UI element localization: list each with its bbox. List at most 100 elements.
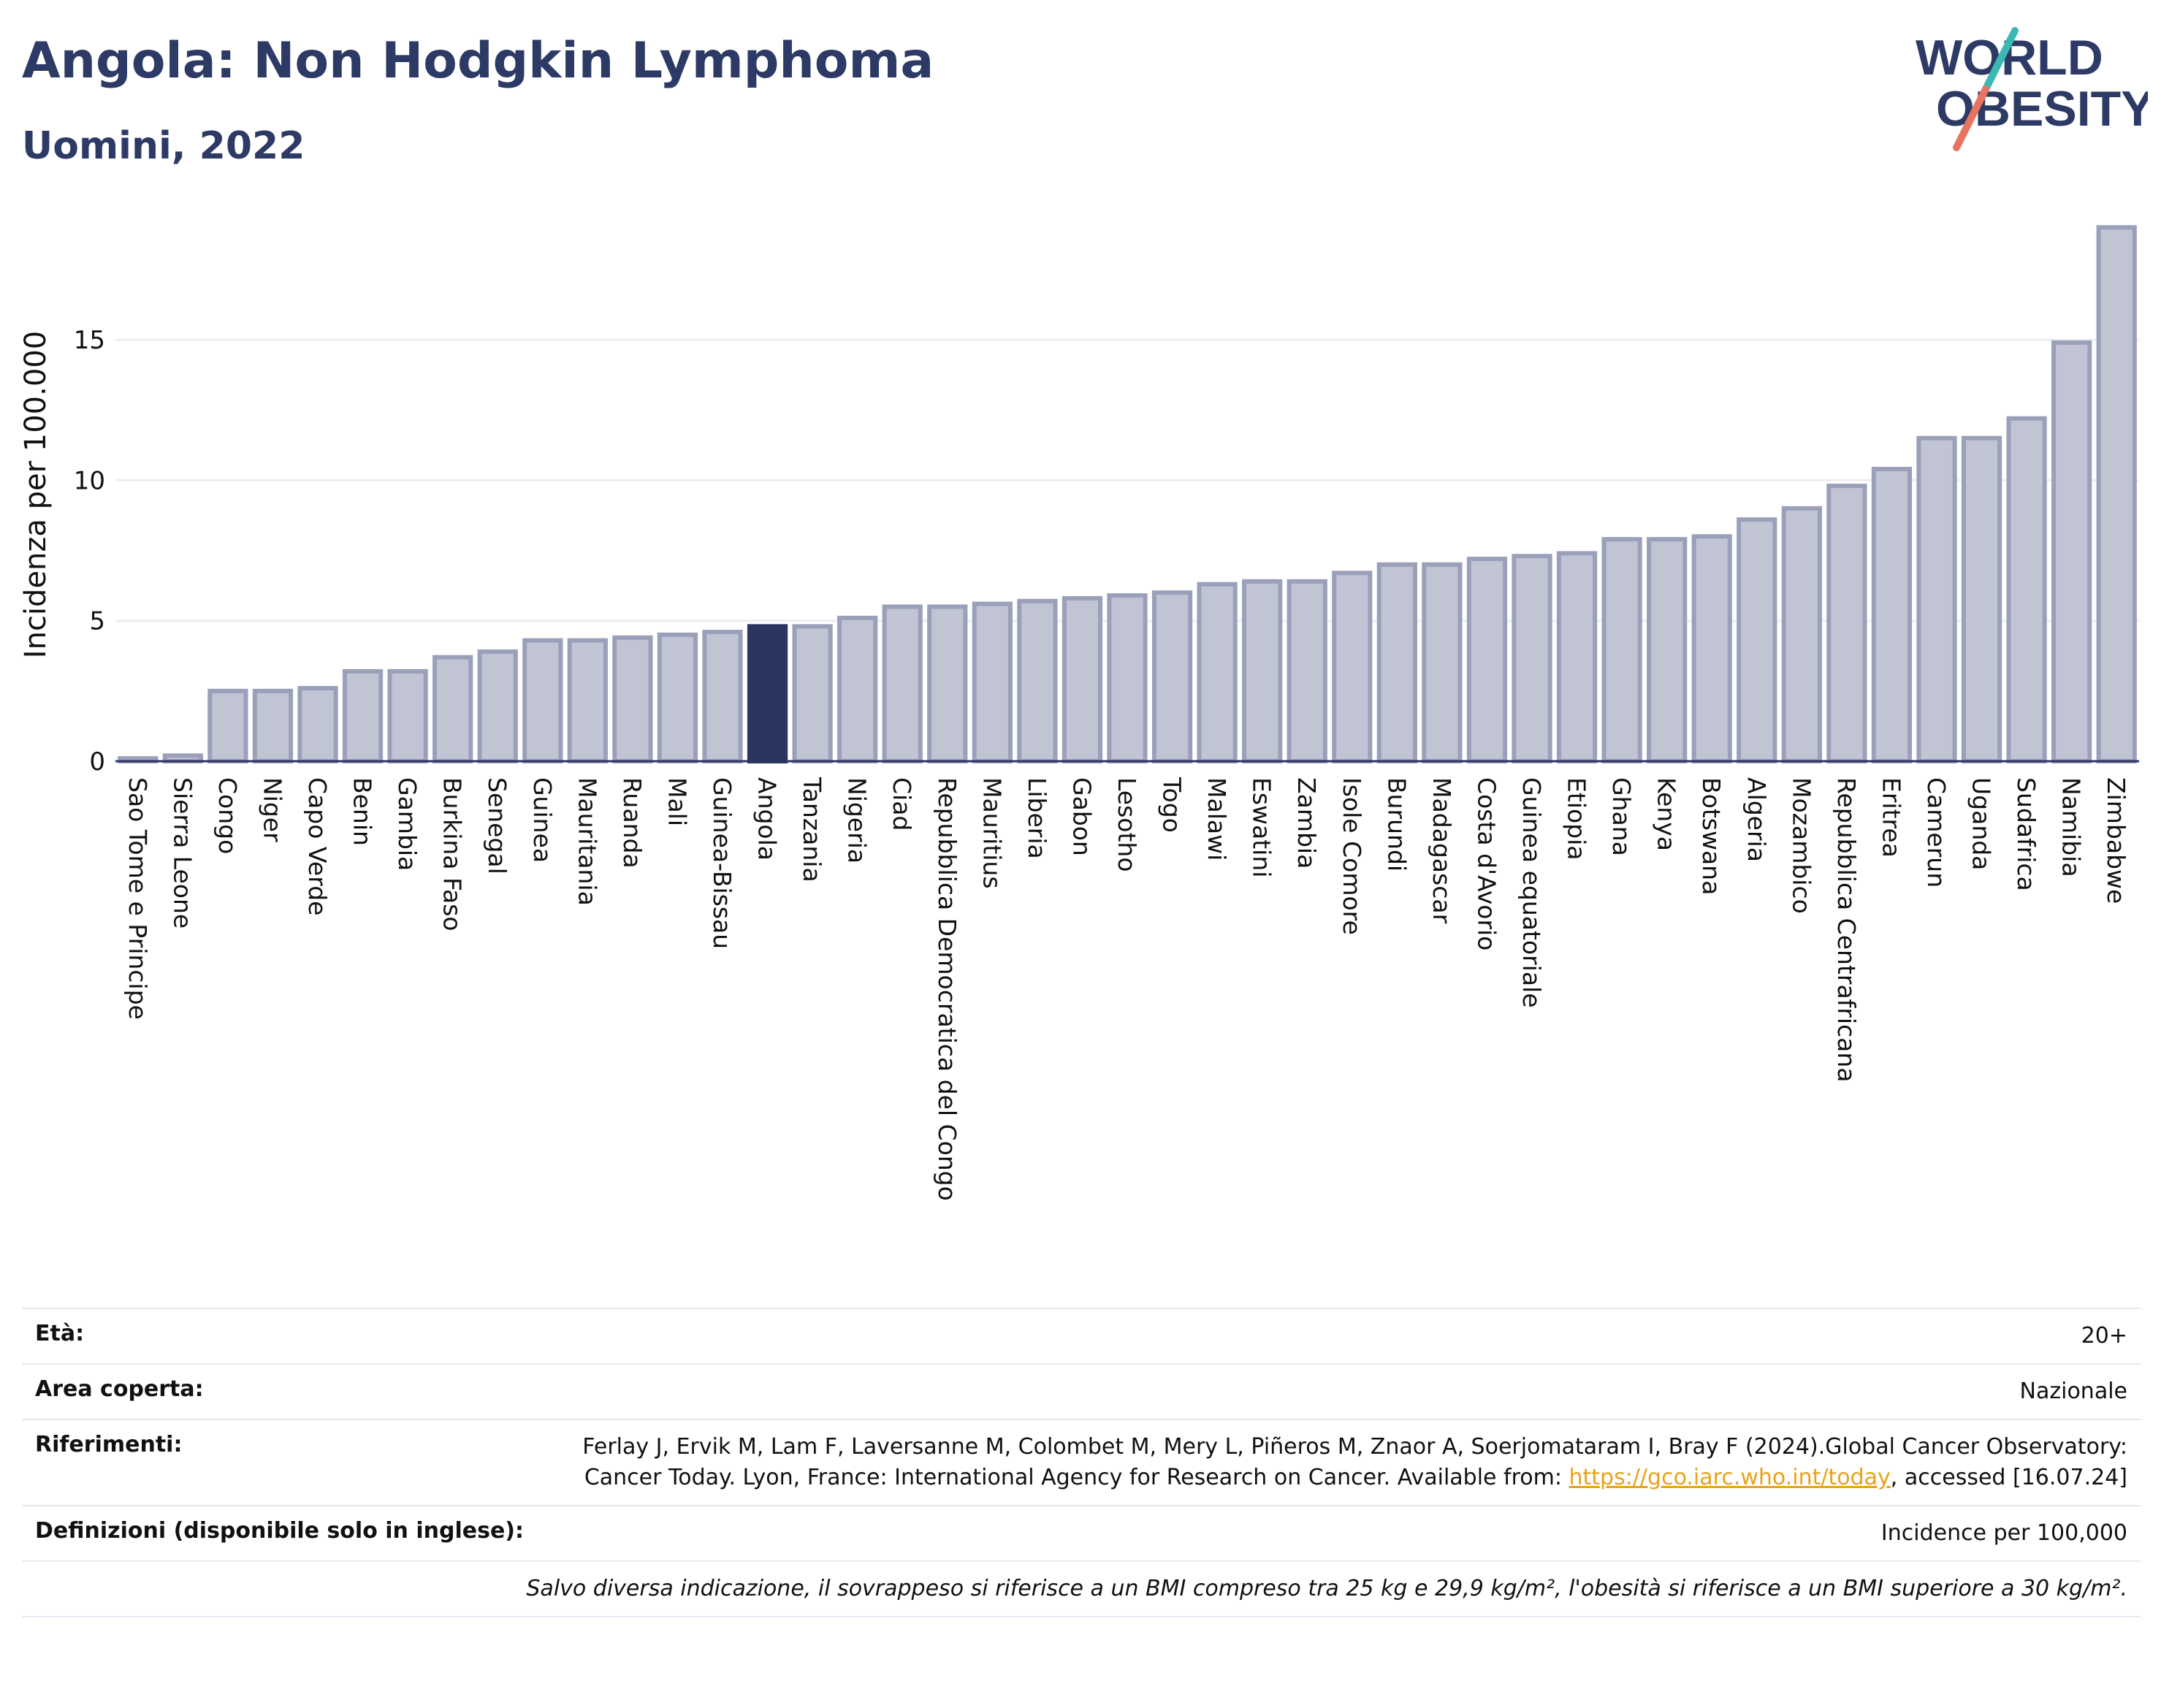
meta-row-references: Riferimenti: Ferlay J, Ervik M, Lam F, L…: [22, 1419, 2141, 1506]
bar: [927, 604, 968, 764]
bar: [1691, 534, 1732, 763]
bar: [1737, 517, 1777, 763]
x-tick-label: Madagascar: [1428, 777, 1456, 924]
x-tick-label: Lesotho: [1113, 777, 1141, 872]
bar: [567, 638, 608, 763]
x-tick-label: Senegal: [483, 777, 511, 874]
references-link[interactable]: https://gco.iarc.who.int/today: [1569, 1465, 1891, 1490]
definitions-label: Definizioni (disponibile solo in inglese…: [22, 1505, 560, 1561]
x-tick-label: Capo Verde: [303, 777, 332, 915]
meta-row-age: Età: 20+: [22, 1308, 2141, 1364]
x-tick-label: Etiopia: [1563, 777, 1591, 861]
x-tick-label: Mozambico: [1787, 777, 1815, 914]
x-tick-label: Liberia: [1023, 777, 1051, 859]
bar: [1062, 595, 1103, 764]
y-tick-label: 10: [74, 466, 105, 495]
world-obesity-logo: WORLD OBESITY: [1916, 27, 2148, 151]
bar: [432, 655, 473, 764]
bar: [882, 604, 923, 764]
x-tick-label: Botswana: [1697, 777, 1726, 895]
x-tick-label: Sao Tome e Principe: [123, 777, 152, 1020]
age-value: 20+: [560, 1308, 2141, 1364]
x-tick-label: Eritrea: [1877, 777, 1905, 858]
bar: [1916, 435, 1957, 763]
bar: [477, 649, 518, 763]
bar: [2096, 225, 2137, 763]
page-subtitle: Uomini, 2022: [22, 124, 305, 168]
bar: [342, 668, 384, 764]
x-tick-label: Nigeria: [843, 777, 872, 863]
references-label: Riferimenti:: [22, 1419, 560, 1506]
meta-row-note: Salvo diversa indicazione, il sovrappeso…: [22, 1560, 2141, 1617]
meta-row-area: Area coperta: Nazionale: [22, 1363, 2141, 1419]
bar: [972, 601, 1013, 763]
logo-slash-teal: [1982, 27, 2019, 93]
references-text: Ferlay J, Ervik M, Lam F, Laversanne M, …: [582, 1434, 2127, 1490]
bar: [837, 615, 878, 763]
bar: [612, 635, 653, 763]
bar: [1376, 562, 1417, 763]
bar: [1512, 554, 1552, 763]
references-value: Ferlay J, Ervik M, Lam F, Laversanne M, …: [560, 1419, 2141, 1506]
x-tick-label: Sierra Leone: [168, 777, 197, 929]
bar: [2051, 340, 2092, 763]
y-ticks: 0 5 10 15: [74, 326, 105, 777]
references-tail: , accessed [16.07.24]: [1890, 1465, 2127, 1490]
x-tick-label: Mauritius: [977, 777, 1006, 889]
x-tick-label: Kenya: [1653, 777, 1681, 851]
x-tick-label: Togo: [1158, 777, 1186, 833]
x-tick-label: Tanzania: [798, 777, 826, 882]
x-tick-label: Mauritania: [573, 777, 601, 906]
bar-layer: [118, 225, 2137, 764]
x-tick-label: Burundi: [1382, 777, 1411, 872]
x-tick-label: Algeria: [1742, 777, 1771, 862]
y-tick-label: 0: [89, 747, 105, 777]
bar: [1601, 537, 1642, 764]
x-tick-label: Guinea: [528, 777, 557, 863]
x-tick-label: Costa d'Avorio: [1472, 777, 1501, 950]
bar: [747, 624, 788, 764]
y-tick-label: 15: [74, 326, 105, 355]
bar: [1242, 579, 1283, 763]
bar: [522, 638, 563, 763]
x-tick-label: Uganda: [1967, 777, 1996, 870]
bar: [1422, 562, 1463, 763]
x-tick-label: Isole Comore: [1338, 777, 1366, 935]
bar: [1017, 598, 1058, 763]
y-axis-label: Incidenza per 100.000: [19, 331, 53, 658]
x-tick-label: Zimbabwe: [2102, 777, 2130, 904]
age-label: Età:: [22, 1308, 560, 1364]
bar: [1826, 484, 1867, 763]
x-ticks: Sao Tome e Principe Sierra Leone Congo Nige…: [123, 777, 2130, 1201]
x-tick-label: Zambia: [1292, 777, 1321, 869]
x-tick-label: Namibia: [2057, 777, 2086, 877]
bar: [1556, 551, 1598, 764]
y-tick-label: 5: [89, 607, 105, 636]
bar: [1107, 593, 1148, 763]
area-value: Nazionale: [560, 1363, 2141, 1419]
x-tick-label: Guinea equatoriale: [1517, 777, 1546, 1008]
bar: [1332, 571, 1373, 763]
bar: [702, 630, 743, 763]
bar: [1466, 557, 1508, 763]
x-tick-label: Ruanda: [618, 777, 647, 869]
bar: [1197, 582, 1238, 764]
x-tick-label: Congo: [213, 777, 242, 854]
bar: [252, 688, 294, 763]
x-tick-label: Ghana: [1607, 777, 1636, 856]
x-tick-label: Gambia: [393, 777, 422, 871]
bar: [1151, 590, 1193, 763]
bar: [387, 668, 428, 764]
logo-slash-coral: [1953, 85, 1989, 151]
x-tick-label: Sudafrica: [2012, 777, 2040, 891]
bar: [657, 632, 698, 764]
area-label: Area coperta:: [22, 1363, 560, 1419]
meta-row-definitions: Definizioni (disponibile solo in inglese…: [22, 1505, 2141, 1561]
x-tick-label: Mali: [663, 777, 691, 826]
x-tick-label: Guinea-Bissau: [708, 777, 736, 949]
x-tick-label: Gabon: [1067, 777, 1096, 856]
bar: [1871, 467, 1913, 763]
bar: [207, 688, 248, 763]
bar: [2006, 416, 2047, 763]
page-title: Angola: Non Hodgkin Lymphoma: [22, 32, 934, 90]
